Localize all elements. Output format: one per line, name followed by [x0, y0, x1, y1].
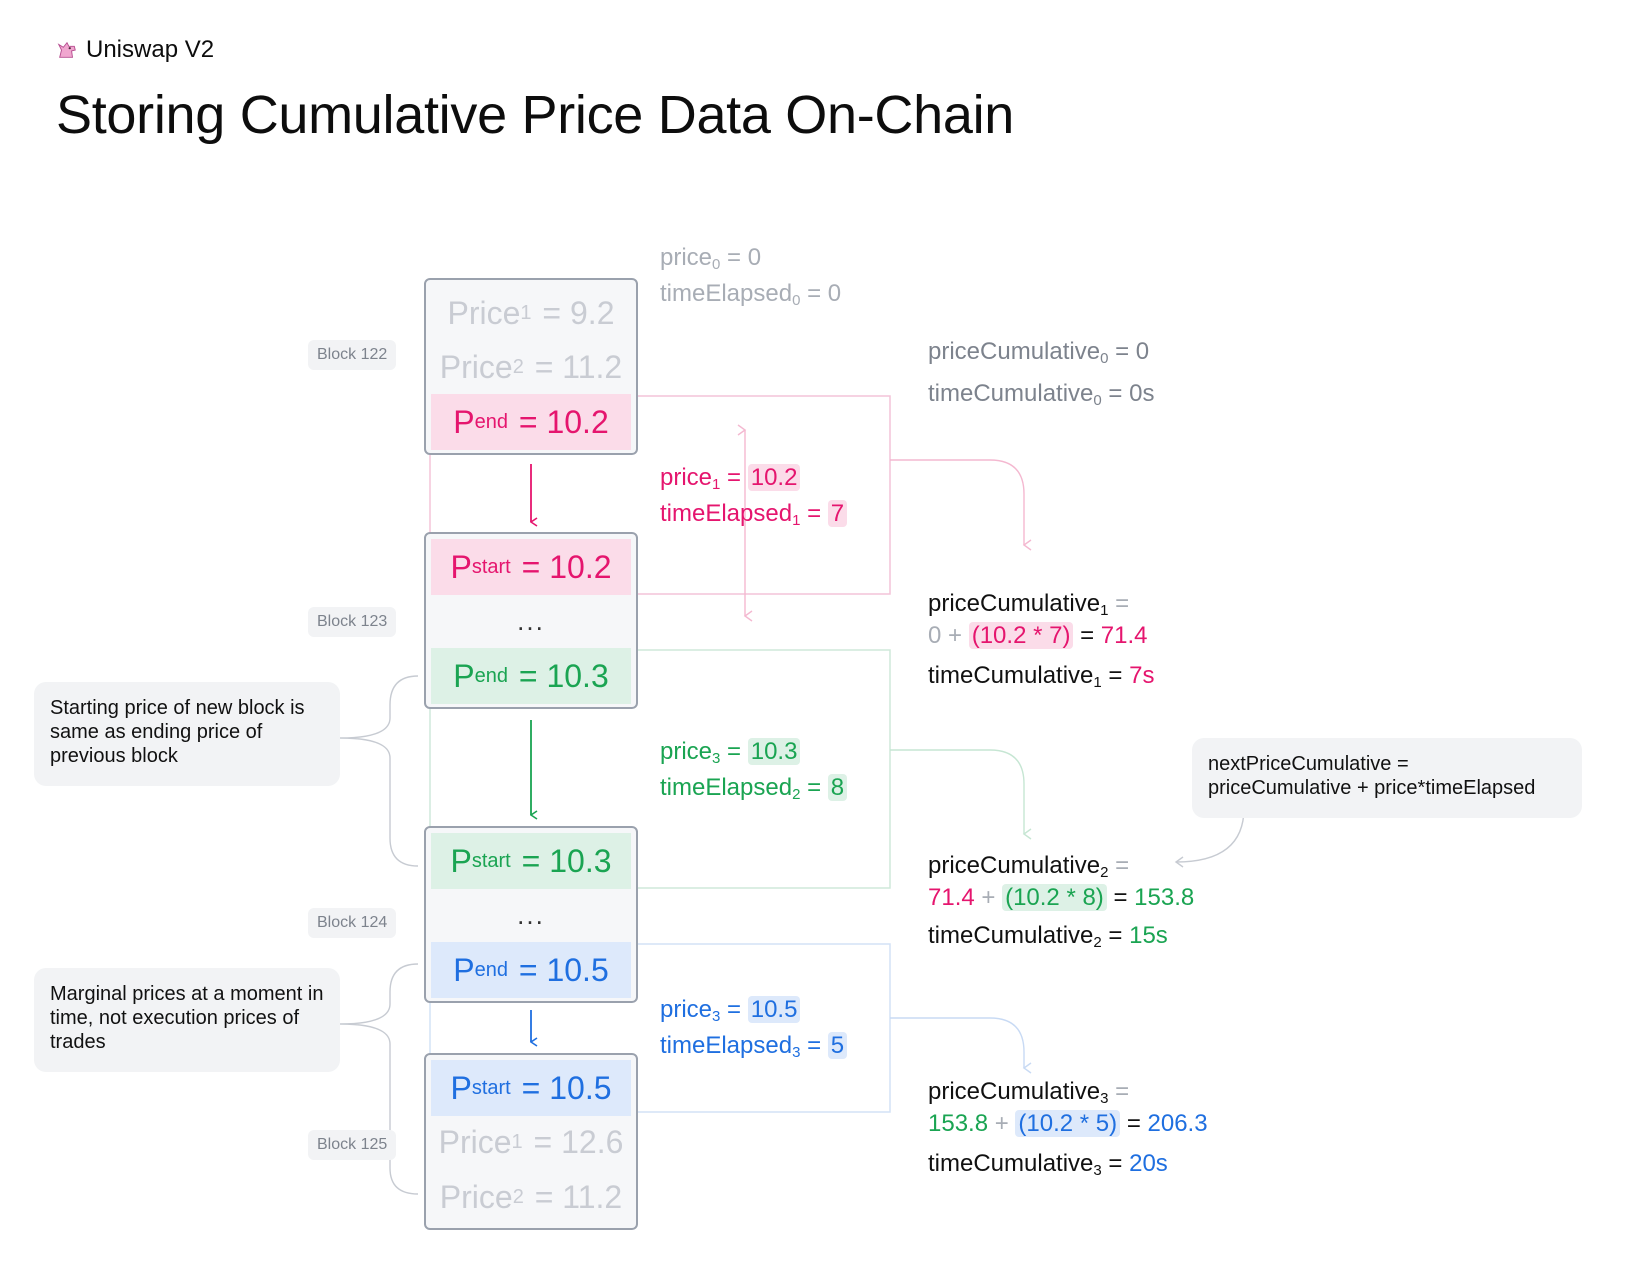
- step-3-computation: 153.8 + (10.2 * 5) = 206.3: [928, 1110, 1208, 1137]
- initial-price: price0 = 0: [660, 244, 762, 273]
- step-2-time-elapsed: timeElapsed2 = 8: [660, 774, 848, 803]
- step-2-computation: 71.4 + (10.2 * 8) = 153.8: [928, 884, 1195, 911]
- block-122-price-1: Price 1 = 9.2: [447, 294, 615, 331]
- formula-line-2: priceCumulative + price*timeElapsed: [1208, 777, 1536, 799]
- block-125-price-1: Price 1 = 12.6: [438, 1123, 624, 1160]
- initial-price-cumulative: priceCumulative0 = 0: [928, 338, 1150, 367]
- step-1-price: price1 = 10.2: [660, 464, 801, 493]
- note-formula: nextPriceCumulative = priceCumulative + …: [1192, 738, 1582, 818]
- block-123-ellipsis: ...: [517, 605, 545, 636]
- block-label: Block 124: [308, 908, 397, 938]
- initial-time-elapsed: timeElapsed0 = 0: [660, 280, 842, 309]
- unicorn-icon: [57, 41, 76, 58]
- step-1-computation: 0 + (10.2 * 7) = 71.4: [928, 622, 1148, 649]
- block-label: Block 125: [308, 1130, 397, 1160]
- step-1-time-cumulative: timeCumulative1 = 7s: [928, 662, 1155, 691]
- block-label: Block 123: [308, 607, 397, 637]
- step-2-price-cumulative: priceCumulative2 =: [928, 852, 1130, 881]
- note-starting-price: Starting price of new block is same as e…: [34, 682, 340, 786]
- note-marginal-prices: Marginal prices at a moment in time, not…: [34, 968, 340, 1072]
- block-124-ellipsis: ...: [517, 899, 545, 930]
- block-label: Block 122: [308, 340, 397, 370]
- block-125-price-2: Price 2 = 11.2: [439, 1178, 623, 1215]
- step-2-price: price3 = 10.3: [660, 738, 801, 767]
- step-3-price: price3 = 10.5: [660, 996, 801, 1025]
- initial-time-cumulative: timeCumulative0 = 0s: [928, 380, 1155, 409]
- page-title: Storing Cumulative Price Data On-Chain: [56, 85, 1015, 145]
- brand-name: Uniswap V2: [86, 36, 215, 63]
- brand: Uniswap V2: [56, 36, 214, 64]
- step-1-time-elapsed: timeElapsed1 = 7: [660, 500, 848, 529]
- block-122-price-2: Price 2 = 11.2: [439, 348, 623, 385]
- step-1-price-cumulative: priceCumulative1 =: [928, 590, 1130, 619]
- formula-line-1: nextPriceCumulative =: [1208, 753, 1409, 775]
- step-2-time-cumulative: timeCumulative2 = 15s: [928, 922, 1168, 951]
- step-3-price-cumulative: priceCumulative3 =: [928, 1078, 1130, 1107]
- step-3-time-elapsed: timeElapsed3 = 5: [660, 1032, 848, 1061]
- step-3-time-cumulative: timeCumulative3 = 20s: [928, 1150, 1168, 1179]
